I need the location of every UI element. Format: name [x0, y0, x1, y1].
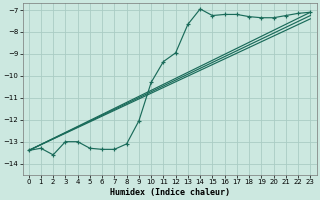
X-axis label: Humidex (Indice chaleur): Humidex (Indice chaleur)	[109, 188, 229, 197]
